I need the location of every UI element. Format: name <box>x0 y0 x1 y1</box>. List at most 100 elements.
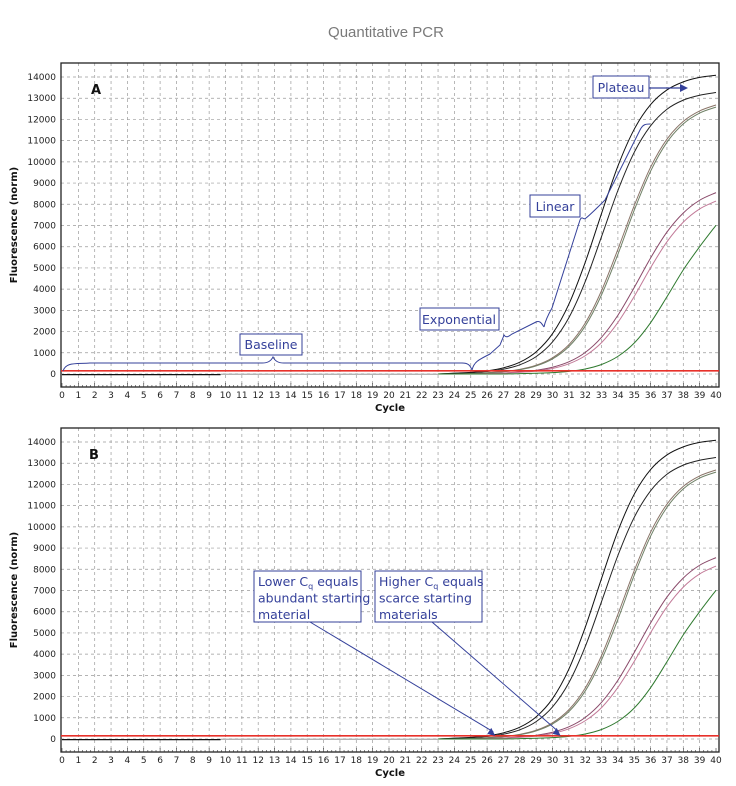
x-tick-label: 8 <box>190 391 196 401</box>
x-tick-label: 7 <box>174 756 180 766</box>
x-tick-label: 20 <box>383 391 395 401</box>
x-tick-label: 3 <box>108 756 114 766</box>
x-tick-label: 30 <box>547 391 559 401</box>
x-tick-label: 3 <box>108 391 114 401</box>
panel-label: B <box>89 448 99 463</box>
panel-label: A <box>91 83 101 98</box>
y-tick-label: 7000 <box>33 587 56 597</box>
y-tick-label: 4000 <box>33 285 56 295</box>
x-tick-label: 11 <box>236 391 247 401</box>
x-tick-label: 13 <box>269 756 280 766</box>
figure-title: Quantitative PCR <box>328 24 444 41</box>
x-tick-label: 29 <box>530 391 542 401</box>
panel-a: 0 1 2 3 4 5 6 7 8 9 10 11 12 13 14 15 16 17 18 19 20 21 22 23 24… <box>9 62 722 414</box>
x-tick-label: 12 <box>252 756 263 766</box>
linear-brace <box>543 123 651 328</box>
y-tick-label: 10000 <box>27 158 56 168</box>
x-tick-label: 31 <box>563 756 574 766</box>
lower-cq-label-line: material <box>258 607 310 622</box>
x-tick-label: 27 <box>498 756 509 766</box>
y-tick-label: 14000 <box>27 73 56 83</box>
y-tick-label: 9000 <box>33 179 56 189</box>
higher-cq-label-line: Higher Cq equals <box>379 574 484 591</box>
x-tick-label: 24 <box>449 391 461 401</box>
x-tick-label: 7 <box>174 391 180 401</box>
y-tick-label: 2000 <box>33 328 56 338</box>
x-tick-label: 8 <box>190 756 196 766</box>
x-tick-label: 6 <box>157 391 163 401</box>
plot-frame <box>60 62 720 388</box>
x-tick-label: 24 <box>449 756 461 766</box>
higher-cq-arrowhead <box>552 727 561 736</box>
x-tick-label: 27 <box>498 391 509 401</box>
baseline-brace <box>62 355 473 372</box>
x-tick-label: 21 <box>400 756 411 766</box>
x-tick-label: 30 <box>547 756 559 766</box>
x-tick-label: 2 <box>92 391 98 401</box>
baseline-label: Baseline <box>245 337 298 352</box>
y-tick-label: 3000 <box>33 671 56 681</box>
higher-cq-label-line: materials <box>379 607 438 622</box>
y-tick-label: 10000 <box>27 523 56 533</box>
x-tick-label: 34 <box>612 756 624 766</box>
x-tick-label: 17 <box>334 756 345 766</box>
x-tick-label: 22 <box>416 391 427 401</box>
x-axis-label: Cycle <box>375 768 405 779</box>
lower-cq-label-line: Lower Cq equals <box>258 574 358 591</box>
y-tick-label: 14000 <box>27 438 56 448</box>
x-tick-label: 18 <box>351 756 363 766</box>
lower-cq-label-box <box>253 570 362 623</box>
x-tick-label: 20 <box>383 756 395 766</box>
y-tick-label: 7000 <box>33 222 56 232</box>
y-tick-label: 2000 <box>33 693 56 703</box>
y-axis-label: Fluorescence (norm) <box>9 532 20 648</box>
y-tick-label: 1000 <box>33 349 56 359</box>
x-tick-label: 15 <box>302 756 313 766</box>
panel-b: 0 1 2 3 4 5 6 7 8 9 10 11 12 13 14 15 16 17 18 19 20 21 22 23 24… <box>9 427 722 779</box>
y-tick-label: 12000 <box>27 115 56 125</box>
x-tick-label: 33 <box>596 391 607 401</box>
x-tick-label: 34 <box>612 391 624 401</box>
x-tick-label: 1 <box>75 756 81 766</box>
x-tick-label: 38 <box>678 391 690 401</box>
x-tick-label: 12 <box>252 391 263 401</box>
amplification-curve-4 <box>438 471 717 740</box>
x-tick-label: 19 <box>367 391 379 401</box>
x-tick-label: 32 <box>579 391 590 401</box>
x-tick-label: 37 <box>661 756 672 766</box>
x-tick-label: 31 <box>563 391 574 401</box>
x-tick-label: 10 <box>220 756 232 766</box>
x-tick-label: 26 <box>481 391 493 401</box>
exponential-label-box <box>419 307 500 331</box>
x-tick-label: 37 <box>661 391 672 401</box>
x-tick-label: 25 <box>465 391 476 401</box>
y-tick-label: 11000 <box>27 502 56 512</box>
x-tick-label: 19 <box>367 756 379 766</box>
x-tick-label: 25 <box>465 756 476 766</box>
plateau-arrowhead <box>680 84 688 92</box>
y-tick-label: 13000 <box>27 94 56 104</box>
x-tick-label: 15 <box>302 391 313 401</box>
y-tick-label: 13000 <box>27 459 56 469</box>
amplification-curve-3 <box>438 104 717 375</box>
plateau-label: Plateau <box>598 80 645 95</box>
x-tick-label: 0 <box>59 391 65 401</box>
baseline-label-box <box>239 333 303 356</box>
x-tick-label: 10 <box>220 391 232 401</box>
x-tick-label: 5 <box>141 756 147 766</box>
x-tick-label: 16 <box>318 756 330 766</box>
x-tick-label: 33 <box>596 756 607 766</box>
x-tick-label: 16 <box>318 391 330 401</box>
x-tick-label: 9 <box>206 391 212 401</box>
x-tick-label: 36 <box>645 391 657 401</box>
y-tick-label: 5000 <box>33 264 56 274</box>
lower-cq-arrowhead <box>487 727 496 736</box>
y-tick-label: 9000 <box>33 544 56 554</box>
x-tick-label: 11 <box>236 756 247 766</box>
x-tick-label: 21 <box>400 391 411 401</box>
lower-cq-label-line: abundant starting <box>258 591 370 606</box>
y-tick-label: 1000 <box>33 714 56 724</box>
x-tick-label: 2 <box>92 756 98 766</box>
exponential-brace <box>471 321 545 371</box>
